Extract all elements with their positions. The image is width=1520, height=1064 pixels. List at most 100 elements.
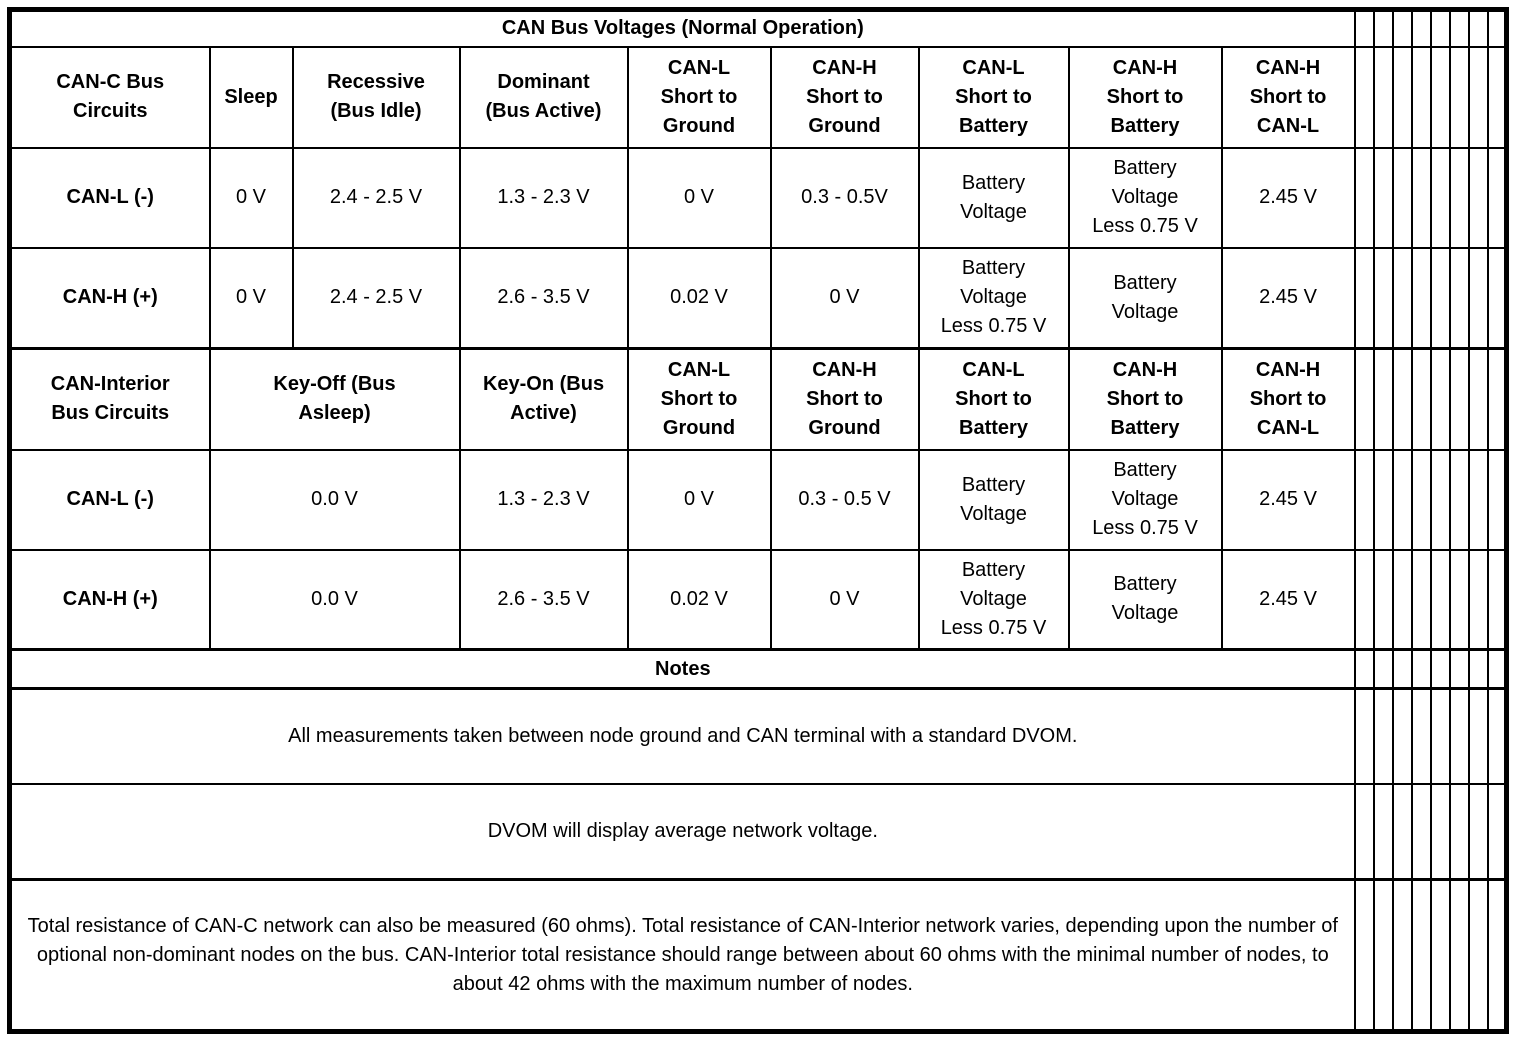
empty-grid-cell (1486, 246, 1508, 350)
header-canh-short-ground: CAN-H Short to Ground (769, 45, 920, 149)
notes-header: Notes (8, 648, 1356, 690)
empty-grid-cell (1372, 347, 1394, 451)
value-cell: 2.6 - 3.5 V (458, 246, 629, 350)
empty-grid-cell (1429, 687, 1451, 785)
empty-grid-cell (1410, 687, 1432, 785)
empty-grid-cell (1429, 548, 1451, 651)
empty-grid-cell (1353, 448, 1375, 551)
value-cell: 0.0 V (208, 448, 461, 551)
empty-grid-cell (1448, 687, 1470, 785)
empty-grid-cell (1429, 448, 1451, 551)
empty-grid-cell (1372, 878, 1394, 1033)
empty-grid-cell (1372, 8, 1394, 48)
empty-grid-cell (1391, 448, 1413, 551)
note-text: Total resistance of CAN-C network can al… (8, 878, 1356, 1033)
empty-grid-cell (1429, 246, 1451, 350)
header-recessive: Recessive (Bus Idle) (291, 45, 461, 149)
value-cell: Battery Voltage Less 0.75 V (917, 548, 1070, 651)
empty-grid-cell (1410, 347, 1432, 451)
empty-grid-cell (1391, 146, 1413, 249)
row-label-canl: CAN-L (-) (8, 448, 211, 551)
row-label-canh: CAN-H (+) (8, 548, 211, 651)
empty-grid-cell (1410, 146, 1432, 249)
row-label-canh: CAN-H (+) (8, 246, 211, 350)
empty-grid-cell (1467, 548, 1489, 651)
value-cell: 0.3 - 0.5V (769, 146, 920, 249)
empty-grid-cell (1448, 246, 1470, 350)
empty-grid-cell (1372, 448, 1394, 551)
empty-grid-cell (1391, 347, 1413, 451)
header-key-on: Key-On (Bus Active) (458, 347, 629, 451)
empty-grid-cell (1353, 687, 1375, 785)
header-canh-short-battery: CAN-H Short to Battery (1067, 347, 1223, 451)
empty-grid-cell (1448, 548, 1470, 651)
header-canh-short-canl: CAN-H Short to CAN-L (1220, 45, 1356, 149)
empty-grid-cell (1353, 782, 1375, 881)
empty-grid-cell (1467, 648, 1489, 690)
empty-grid-cell (1391, 878, 1413, 1033)
empty-grid-cell (1486, 687, 1508, 785)
empty-grid-cell (1353, 8, 1375, 48)
value-cell: 2.4 - 2.5 V (291, 146, 461, 249)
header-key-off: Key-Off (Bus Asleep) (208, 347, 461, 451)
value-cell: 2.45 V (1220, 246, 1356, 350)
value-cell: Battery Voltage (917, 448, 1070, 551)
header-interior-bus-circuits: CAN-Interior Bus Circuits (8, 347, 211, 451)
empty-grid-cell (1391, 648, 1413, 690)
empty-grid-cell (1410, 448, 1432, 551)
empty-grid-cell (1353, 45, 1375, 149)
value-cell: 2.45 V (1220, 146, 1356, 249)
value-cell: 0.02 V (626, 548, 772, 651)
row-label-canl: CAN-L (-) (8, 146, 211, 249)
empty-grid-cell (1429, 648, 1451, 690)
interior-header-row: CAN-Interior Bus Circuits Key-Off (Bus A… (8, 347, 1508, 451)
empty-grid-cell (1372, 246, 1394, 350)
note-row: All measurements taken between node grou… (8, 687, 1508, 785)
empty-grid-cell (1486, 782, 1508, 881)
note-row: DVOM will display average network voltag… (8, 782, 1508, 881)
value-cell: 2.45 V (1220, 548, 1356, 651)
empty-grid-cell (1372, 687, 1394, 785)
empty-grid-cell (1467, 448, 1489, 551)
header-canh-short-canl: CAN-H Short to CAN-L (1220, 347, 1356, 451)
canc-canl-row: CAN-L (-) 0 V 2.4 - 2.5 V 1.3 - 2.3 V 0 … (8, 146, 1508, 249)
empty-grid-cell (1429, 347, 1451, 451)
empty-grid-cell (1448, 347, 1470, 451)
empty-grid-cell (1391, 8, 1413, 48)
note-row: Total resistance of CAN-C network can al… (8, 878, 1508, 1033)
value-cell: Battery Voltage Less 0.75 V (1067, 146, 1223, 249)
empty-grid-cell (1448, 648, 1470, 690)
empty-grid-cell (1448, 878, 1470, 1033)
empty-grid-cell (1448, 146, 1470, 249)
empty-grid-cell (1353, 347, 1375, 451)
empty-grid-cell (1486, 648, 1508, 690)
header-canl-short-battery: CAN-L Short to Battery (917, 45, 1070, 149)
empty-grid-cell (1410, 246, 1432, 350)
empty-grid-cell (1353, 146, 1375, 249)
value-cell: 0.3 - 0.5 V (769, 448, 920, 551)
empty-grid-cell (1353, 246, 1375, 350)
empty-grid-cell (1410, 548, 1432, 651)
value-cell: 0 V (769, 246, 920, 350)
empty-grid-cell (1486, 45, 1508, 149)
empty-grid-cell (1353, 548, 1375, 651)
value-cell: 1.3 - 2.3 V (458, 146, 629, 249)
empty-grid-cell (1486, 8, 1508, 48)
empty-grid-cell (1429, 8, 1451, 48)
empty-grid-cell (1467, 347, 1489, 451)
empty-grid-cell (1410, 8, 1432, 48)
empty-grid-cell (1410, 45, 1432, 149)
empty-grid-cell (1372, 45, 1394, 149)
empty-grid-cell (1467, 45, 1489, 149)
empty-grid-cell (1353, 878, 1375, 1033)
note-text: All measurements taken between node grou… (8, 687, 1356, 785)
empty-grid-cell (1391, 45, 1413, 149)
empty-grid-cell (1486, 146, 1508, 249)
empty-grid-cell (1467, 8, 1489, 48)
empty-grid-cell (1448, 8, 1470, 48)
value-cell: Battery Voltage Less 0.75 V (1067, 448, 1223, 551)
value-cell: 0 V (769, 548, 920, 651)
note-text: DVOM will display average network voltag… (8, 782, 1356, 881)
header-canl-short-ground: CAN-L Short to Ground (626, 45, 772, 149)
